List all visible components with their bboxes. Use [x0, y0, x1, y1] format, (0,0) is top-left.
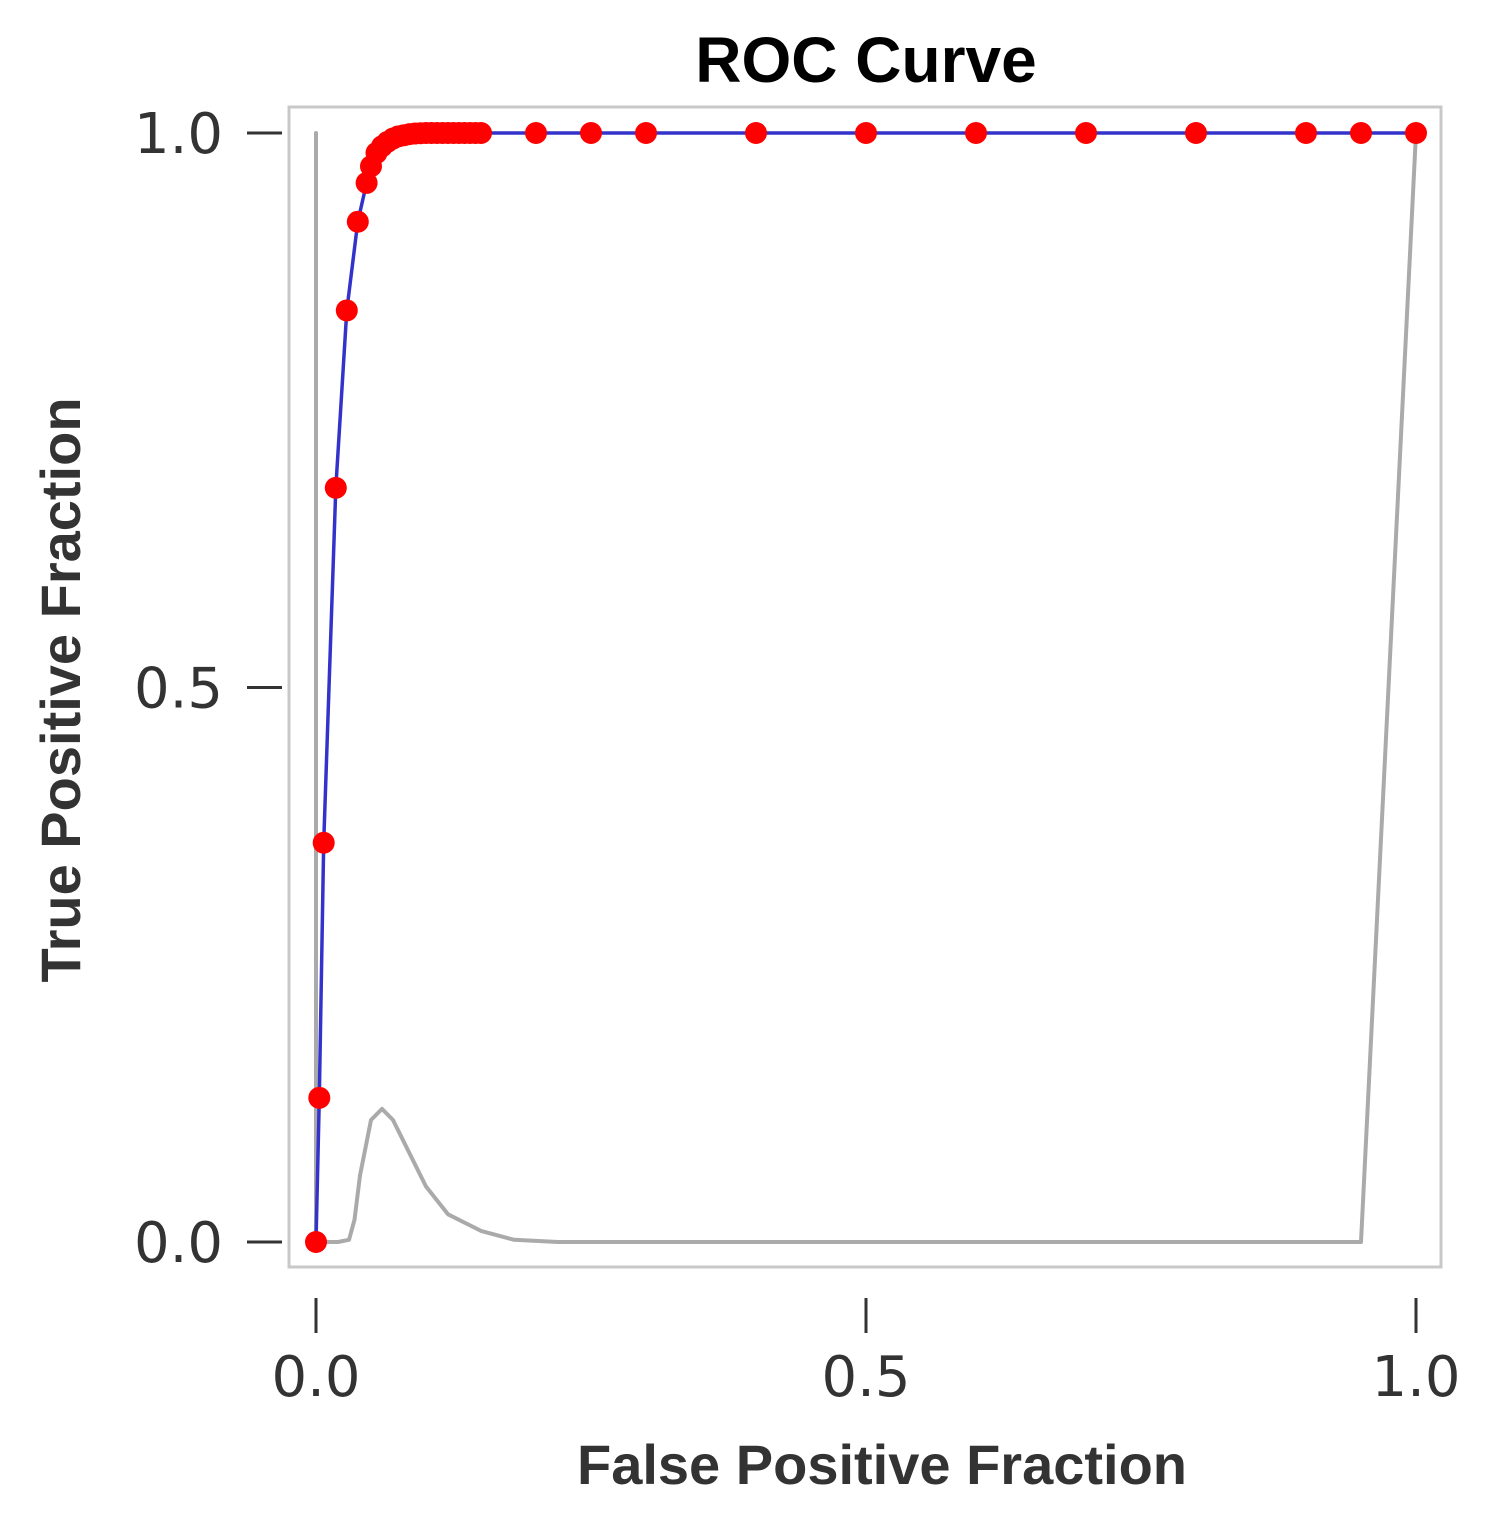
roc-point — [305, 1231, 327, 1253]
x-axis-title: False Positive Fraction — [577, 1433, 1187, 1496]
roc-point — [1075, 122, 1097, 144]
marker-layer — [305, 122, 1427, 1253]
roc-point — [324, 476, 347, 499]
roc-point — [470, 122, 492, 144]
chart-title: ROC Curve — [695, 24, 1036, 96]
x-tick-label: 0.5 — [821, 1345, 910, 1410]
roc-point — [1295, 122, 1317, 144]
roc-point — [965, 122, 987, 144]
x-axis: 0.0 0.5 1.0 — [271, 1298, 1461, 1410]
roc-point — [580, 122, 602, 144]
roc-point — [745, 122, 767, 144]
roc-point — [855, 122, 877, 144]
y-axis: 0.0 0.5 1.0 — [134, 102, 282, 1276]
roc-point — [1350, 122, 1372, 144]
y-tick-label: 0.5 — [134, 657, 223, 722]
roc-point — [335, 299, 358, 322]
roc-point — [525, 122, 547, 144]
x-tick-label: 1.0 — [1371, 1345, 1460, 1410]
roc-point — [635, 122, 657, 144]
roc-point — [312, 831, 335, 854]
y-tick-label: 1.0 — [134, 102, 223, 167]
plot-frame — [287, 105, 1443, 1269]
roc-point — [308, 1086, 331, 1109]
reference-line — [314, 131, 1418, 1244]
x-tick-label: 0.0 — [271, 1345, 360, 1410]
roc-point — [346, 210, 369, 233]
y-tick-label: 0.0 — [134, 1211, 223, 1276]
roc-point — [355, 171, 378, 194]
y-axis-title: True Positive Fraction — [29, 397, 92, 982]
roc-point — [1405, 122, 1427, 144]
roc-point — [1185, 122, 1207, 144]
